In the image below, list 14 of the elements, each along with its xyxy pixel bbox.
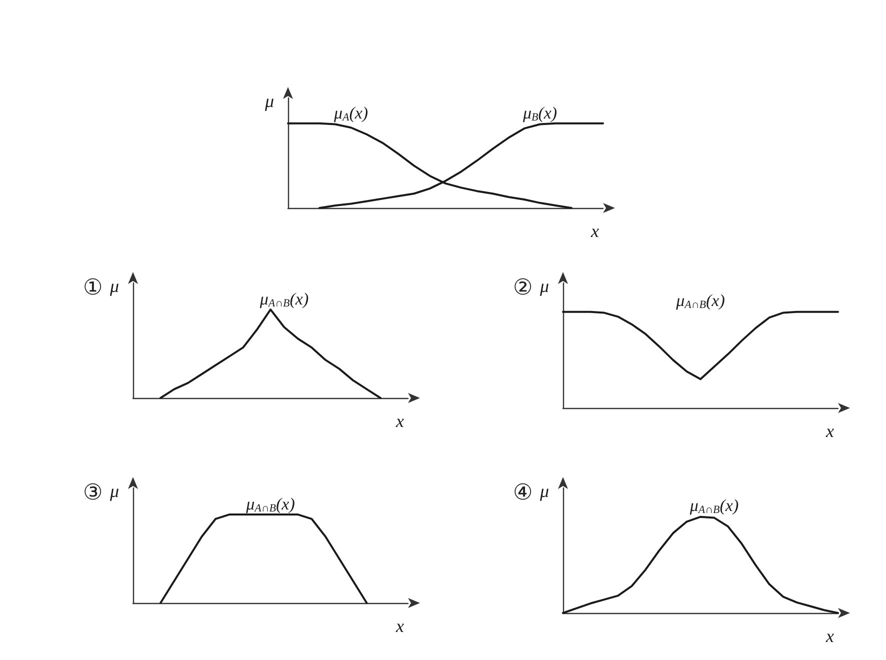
chart-title: ③	[83, 480, 103, 504]
x-axis-title: x	[825, 421, 834, 441]
y-axis-title: μ	[538, 276, 549, 296]
x-axis-title: x	[395, 616, 404, 636]
x-axis-title: x	[395, 411, 404, 431]
x-axis-title: x	[590, 221, 599, 241]
y-axis-title: μ	[538, 481, 549, 501]
y-axis-title: μ	[108, 276, 119, 296]
y-axis-title: μ	[108, 481, 119, 501]
chart-title: ①	[83, 274, 103, 300]
x-axis-title: x	[825, 626, 834, 646]
y-axis-title: μ	[264, 91, 274, 111]
chart-title: ④	[513, 480, 533, 504]
chart-title: ②	[513, 274, 533, 300]
